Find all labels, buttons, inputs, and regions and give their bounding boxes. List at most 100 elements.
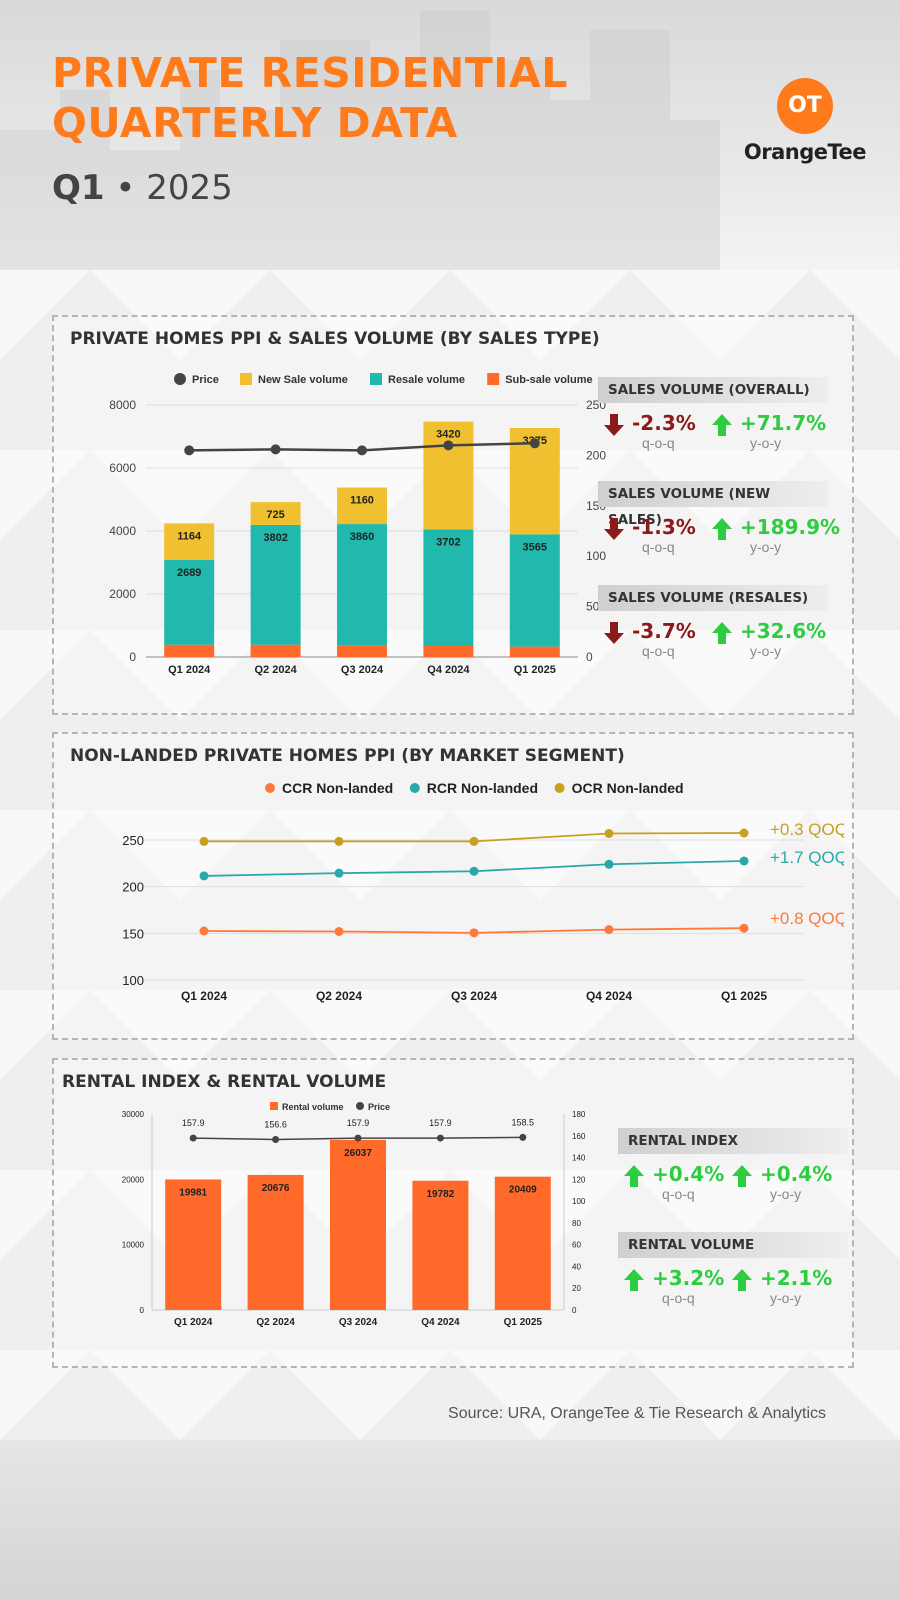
arrow-shape bbox=[604, 622, 624, 644]
legend-label: Price bbox=[368, 1102, 390, 1112]
legend-label: OCR Non-landed bbox=[572, 780, 684, 796]
orangetee-logo: OT OrangeTee bbox=[740, 78, 870, 164]
arrow-shape bbox=[712, 622, 732, 644]
price-data-label: 158.5 bbox=[512, 1117, 535, 1127]
footer-background bbox=[0, 1440, 900, 1600]
price-point bbox=[357, 445, 367, 456]
ppi-sales-volume-panel: PRIVATE HOMES PPI & SALES VOLUME (BY SAL… bbox=[52, 315, 854, 715]
legend-marker bbox=[174, 373, 186, 385]
x-tick-label: Q1 2025 bbox=[504, 1317, 543, 1328]
legend-marker bbox=[356, 1102, 364, 1110]
bar-data-label: 3420 bbox=[436, 429, 460, 441]
price-point bbox=[184, 445, 195, 456]
y2-tick-label: 0 bbox=[586, 650, 593, 664]
y2-tick-label: 200 bbox=[586, 448, 606, 462]
segment-ppi-panel: NON-LANDED PRIVATE HOMES PPI (BY MARKET … bbox=[52, 732, 854, 1040]
stat-header: RENTAL VOLUME bbox=[618, 1232, 848, 1258]
series-point bbox=[739, 856, 749, 866]
x-tick-label: Q1 2025 bbox=[514, 664, 556, 676]
bar-data-label: 1160 bbox=[350, 495, 374, 507]
series-point bbox=[199, 871, 209, 881]
yoy-value: +0.4% bbox=[760, 1162, 833, 1186]
x-tick-label: Q3 2024 bbox=[451, 989, 497, 1003]
legend-marker bbox=[370, 373, 382, 385]
bar-data-label: 3565 bbox=[523, 541, 547, 553]
page-subtitle: Q1 • 2025 bbox=[52, 168, 233, 208]
legend-label: Resale volume bbox=[388, 374, 465, 386]
arrow-shape bbox=[712, 414, 732, 436]
x-tick-label: Q2 2024 bbox=[254, 664, 297, 676]
skyline-building bbox=[670, 120, 720, 270]
qoq-label: q-o-q bbox=[642, 643, 675, 659]
skyline-building bbox=[180, 70, 220, 270]
legend-label: RCR Non-landed bbox=[427, 780, 538, 796]
price-point bbox=[443, 440, 454, 451]
y2-tick-label: 160 bbox=[572, 1132, 586, 1141]
bar-sub-sale-volume bbox=[337, 645, 387, 657]
end-label: +0.8 QOQ bbox=[770, 909, 844, 928]
down-arrow-icon bbox=[604, 414, 624, 436]
legend-label: Sub-sale volume bbox=[505, 374, 592, 386]
price-data-label: 157.9 bbox=[429, 1118, 452, 1128]
title-line-2: QUARTERLY DATA bbox=[52, 99, 458, 147]
bar-data-label: 26037 bbox=[344, 1148, 372, 1159]
y2-tick-label: 140 bbox=[572, 1154, 586, 1163]
bar-data-label: 19782 bbox=[426, 1189, 454, 1200]
x-tick-label: Q1 2024 bbox=[168, 664, 211, 676]
yoy-value: +71.7% bbox=[740, 411, 827, 435]
y-tick-label: 8000 bbox=[109, 398, 136, 412]
series-point bbox=[604, 828, 614, 838]
legend-marker bbox=[240, 373, 252, 385]
series-point bbox=[334, 836, 344, 846]
series-point bbox=[334, 868, 344, 878]
stat-header: SALES VOLUME (RESALES) bbox=[598, 585, 828, 611]
bar-data-label: 20409 bbox=[509, 1185, 537, 1196]
up-arrow-icon bbox=[732, 1269, 752, 1291]
y2-tick-label: 100 bbox=[586, 549, 606, 563]
skyline-building bbox=[110, 150, 180, 270]
arrow-shape bbox=[624, 1269, 644, 1291]
yoy-value: +2.1% bbox=[760, 1266, 833, 1290]
bar-sub-sale-volume bbox=[164, 644, 215, 657]
qoq-value: +0.4% bbox=[652, 1162, 725, 1186]
legend-marker bbox=[487, 373, 500, 385]
y-tick-label: 0 bbox=[129, 650, 136, 664]
x-tick-label: Q4 2024 bbox=[421, 1317, 460, 1328]
separator-dot: • bbox=[115, 168, 136, 208]
qoq-label: q-o-q bbox=[662, 1290, 695, 1306]
x-tick-label: Q4 2024 bbox=[427, 664, 470, 676]
x-tick-label: Q1 2025 bbox=[721, 989, 767, 1003]
skyline-building bbox=[60, 90, 110, 270]
legend-marker bbox=[265, 783, 275, 793]
y2-tick-label: 0 bbox=[572, 1306, 577, 1315]
legend-marker bbox=[409, 783, 420, 793]
qoq-label: q-o-q bbox=[662, 1186, 695, 1202]
rental-volume-bar bbox=[494, 1176, 551, 1310]
stat-header: SALES VOLUME (OVERALL) bbox=[598, 377, 828, 403]
qoq-value: -1.3% bbox=[632, 515, 696, 539]
series-point bbox=[469, 928, 479, 938]
y-tick-label: 150 bbox=[122, 926, 144, 941]
series-point bbox=[604, 925, 614, 935]
rental-volume-bar bbox=[412, 1180, 469, 1310]
bar-data-label: 3802 bbox=[263, 532, 287, 544]
stat-group: SALES VOLUME (OVERALL) -2.3% q-o-q +71.7% y-… bbox=[598, 377, 828, 455]
x-tick-label: Q2 2024 bbox=[256, 1317, 295, 1328]
logo-mark: OT bbox=[777, 78, 833, 134]
legend-marker bbox=[270, 1102, 278, 1110]
y-tick-label: 4000 bbox=[109, 524, 136, 538]
up-arrow-icon bbox=[712, 414, 732, 436]
yoy-label: y-o-y bbox=[770, 1290, 802, 1306]
bar-resale-volume bbox=[337, 524, 387, 646]
arrow-shape bbox=[732, 1165, 752, 1187]
panel-title: PRIVATE HOMES PPI & SALES VOLUME (BY SAL… bbox=[70, 329, 600, 349]
qoq-value: -2.3% bbox=[632, 411, 696, 435]
skyline-building bbox=[420, 10, 490, 270]
yoy-value: +189.9% bbox=[740, 515, 841, 539]
series-point bbox=[604, 859, 614, 869]
stat-header: RENTAL INDEX bbox=[618, 1128, 848, 1154]
legend-label: CCR Non-landed bbox=[282, 780, 393, 796]
stat-group: RENTAL VOLUME +3.2% q-o-q +2.1% y-o-y bbox=[618, 1232, 848, 1310]
stat-group: SALES VOLUME (RESALES) -3.7% q-o-q +32.6% y-… bbox=[598, 585, 828, 663]
segment-ppi-chart: CCR Non-landed RCR Non-landed OCR Non-land… bbox=[122, 780, 844, 1003]
